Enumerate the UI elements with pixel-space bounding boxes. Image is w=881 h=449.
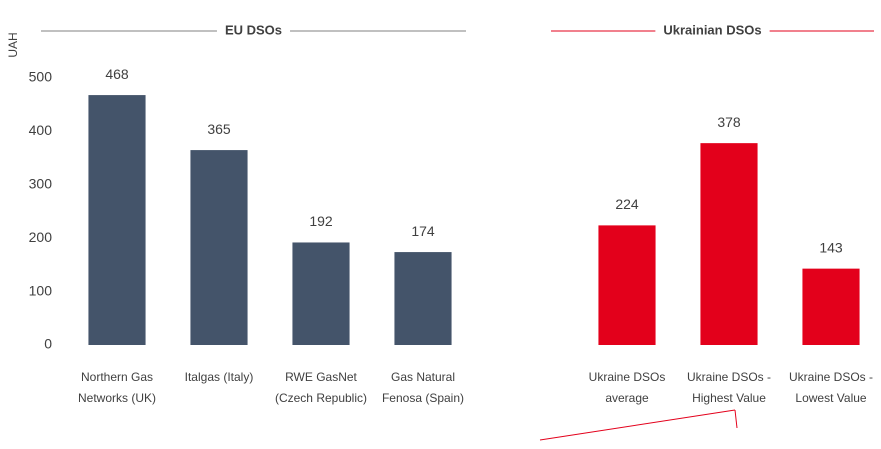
x-tick-label: Gas Natural Fenosa (Spain) [381,370,465,405]
annotation-line [734,409,738,429]
y-tick-label: 200 [29,229,53,245]
data-label: 192 [309,213,333,229]
y-tick-label: 400 [29,122,53,138]
bar [802,268,860,345]
data-label: 174 [411,223,435,239]
data-label: 468 [105,66,129,82]
x-tick-label: Northern Gas Networks (UK) [77,370,156,405]
x-tick-label: Ukraine DSOs - Highest Value [686,370,772,405]
data-label: 378 [717,114,741,130]
bar [88,95,146,345]
group-header: EU DSOs [225,22,282,37]
x-tick-label: Ukraine DSOs - Lowest Value [788,370,874,405]
y-tick-label: 0 [44,336,52,352]
y-tick-label: 100 [29,282,53,298]
y-tick-label: 300 [29,176,53,192]
data-label: 224 [615,196,639,212]
x-tick-label: RWE GasNet (Czech Republic) [274,370,368,405]
x-tick-label: Italgas (Italy) [184,370,254,384]
annotation-line [539,409,736,441]
bar [598,225,656,345]
bar [700,143,758,345]
bar [394,252,452,345]
bar [190,150,248,345]
data-label: 365 [207,121,231,137]
y-axis-label: UAH [6,32,20,57]
data-label: 143 [819,239,843,255]
group-header: Ukrainian DSOs [663,22,761,37]
x-tick-label: Ukraine DSOs average [588,370,666,405]
y-tick-label: 500 [29,69,53,85]
bar [292,242,350,345]
